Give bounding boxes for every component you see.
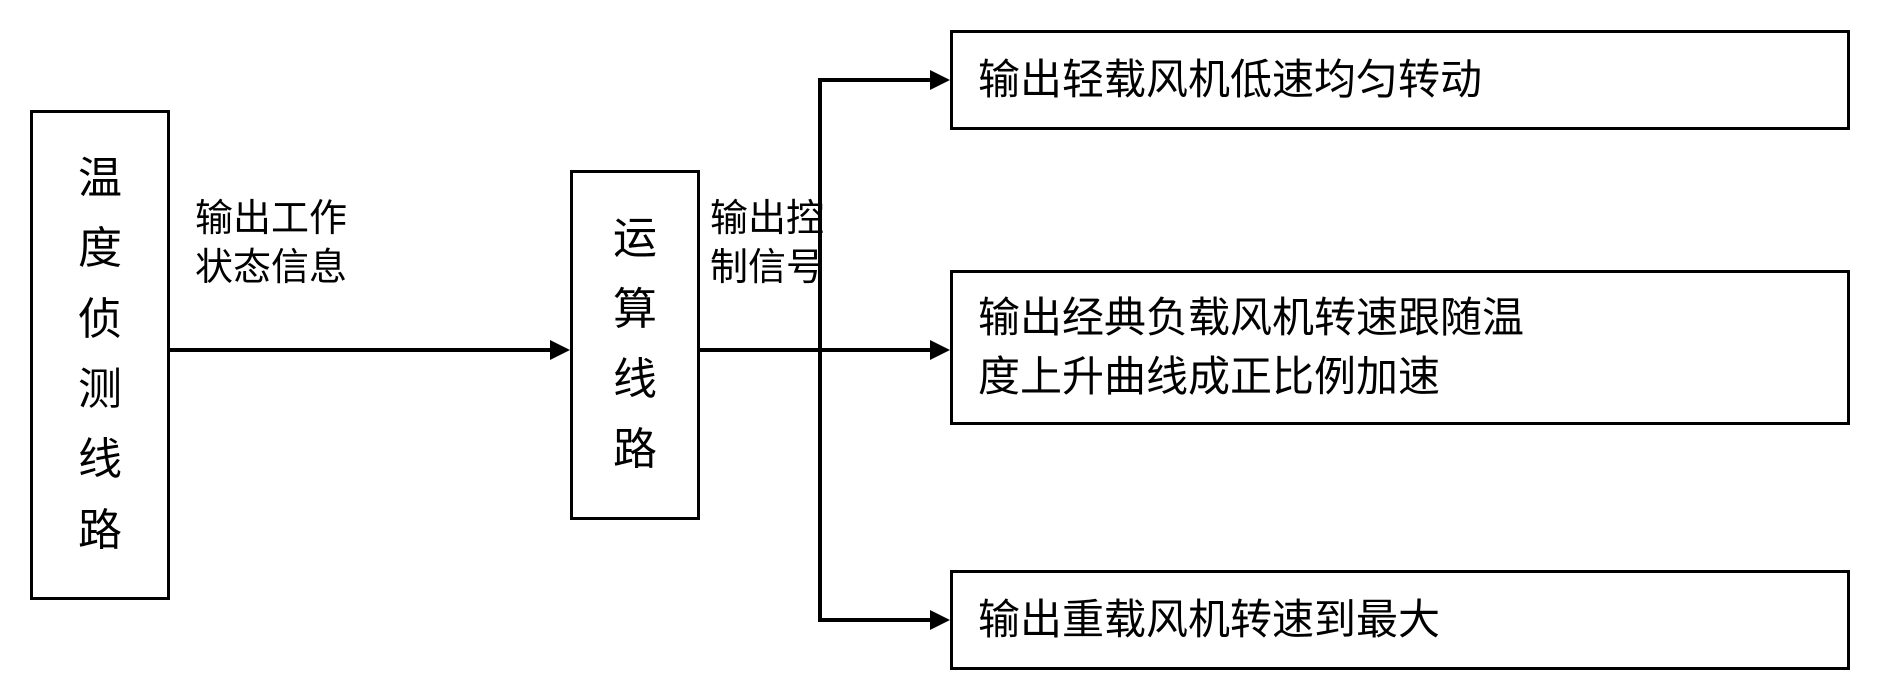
arrow-2-bot-h xyxy=(818,618,930,622)
arrow-1-head xyxy=(550,340,570,360)
arrow-1-line xyxy=(170,348,550,352)
output-2-line1: 输出经典负载风机转速跟随温 xyxy=(978,289,1524,348)
output-1-box: 输出轻载风机低速均匀转动 xyxy=(950,30,1850,130)
output-2-line2: 度上升曲线成正比例加速 xyxy=(978,348,1524,407)
arrow-2-main xyxy=(700,348,930,352)
arrow-2-main-head xyxy=(930,340,950,360)
arrow-2-top-head xyxy=(930,70,950,90)
output-2-box: 输出经典负载风机转速跟随温 度上升曲线成正比例加速 xyxy=(950,270,1850,425)
label-1-line1: 输出工作 xyxy=(195,195,347,244)
output-3-text: 输出重载风机转速到最大 xyxy=(978,591,1440,650)
compute-box: 运算线路 xyxy=(570,170,700,520)
arrow-2-top-h xyxy=(818,78,930,82)
label-2-line1: 输出控 xyxy=(710,195,824,244)
output-3-box: 输出重载风机转速到最大 xyxy=(950,570,1850,670)
output-2-text: 输出经典负载风机转速跟随温 度上升曲线成正比例加速 xyxy=(978,289,1524,407)
output-1-text: 输出轻载风机低速均匀转动 xyxy=(978,51,1482,110)
label-2: 输出控 制信号 xyxy=(710,195,824,294)
temp-detect-label: 温度侦测线路 xyxy=(78,144,122,566)
label-1-line2: 状态信息 xyxy=(195,244,347,293)
arrow-2-vertical xyxy=(818,78,822,622)
temp-detect-box: 温度侦测线路 xyxy=(30,110,170,600)
arrow-2-bot-head xyxy=(930,610,950,630)
compute-label: 运算线路 xyxy=(613,204,657,486)
label-2-line2: 制信号 xyxy=(710,244,824,293)
label-1: 输出工作 状态信息 xyxy=(195,195,347,294)
